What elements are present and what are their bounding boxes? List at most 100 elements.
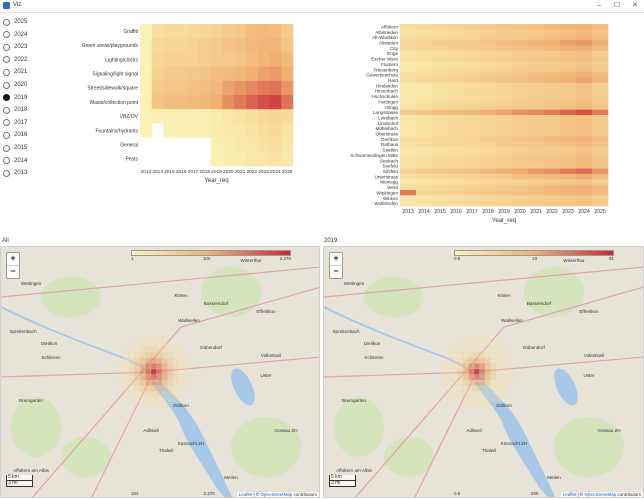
year-option-2023[interactable]: 2023 (3, 41, 27, 53)
y-tick-label: Werd (387, 185, 398, 190)
heatmap-cell (269, 66, 282, 82)
heatmap-cell (544, 109, 561, 116)
year-option-2022[interactable]: 2022 (3, 54, 27, 66)
radio-button[interactable] (3, 119, 10, 127)
heatmap-cell (496, 109, 513, 116)
place-label: Zollikon (173, 403, 189, 408)
radio-button[interactable] (3, 81, 10, 89)
density-cell (479, 379, 486, 386)
year-option-2018[interactable]: 2018 (3, 104, 27, 116)
radio-button[interactable] (3, 43, 10, 51)
heatmap-cell (416, 115, 433, 121)
heatmap-cell (432, 66, 449, 73)
year-option-2016[interactable]: 2016 (3, 129, 27, 141)
heatmap-cell (560, 72, 577, 78)
density-cell (484, 341, 491, 348)
radio-button[interactable] (3, 94, 10, 102)
year-option-2024[interactable]: 2024 (3, 29, 27, 41)
density-cell (128, 396, 135, 403)
year-label: 2013 (14, 170, 28, 177)
heatmap-cell (198, 95, 211, 110)
map-right[interactable]: Winterthur Wettingen Spreitenbach Dietikon S… (323, 246, 644, 498)
heatmap-cell (416, 77, 433, 84)
heatmap-cell (528, 93, 545, 100)
heatmap-cell (544, 77, 561, 84)
density-cell (457, 368, 464, 375)
radio-button[interactable] (3, 157, 10, 165)
density-cell (123, 390, 130, 397)
density-cell (167, 379, 174, 386)
radio-button[interactable] (3, 144, 10, 152)
osm-link[interactable]: OpenStreetMap (260, 492, 293, 497)
map-attribution: Leaflet | © OpenStreetMap contributors (560, 492, 643, 497)
map-canvas[interactable]: Winterthur Wettingen Spreitenbach Dietikon S… (324, 247, 643, 497)
heatmap-cell (544, 115, 561, 121)
zoom-out-button[interactable]: − (10, 266, 16, 276)
heatmap-cell (592, 93, 609, 100)
map-left[interactable]: Winterthur Wettingen Spreitenbach Dietikon S… (0, 246, 320, 498)
x-tick-label: 2020 (223, 169, 234, 175)
heatmap-cell (512, 147, 529, 153)
year-option-2017[interactable]: 2017 (3, 117, 27, 129)
heatmap-cell (400, 157, 417, 164)
heatmap-cell (512, 72, 529, 78)
heatmap-cell (480, 66, 497, 73)
density-cell (473, 357, 480, 364)
maximize-button[interactable]: ☐ (613, 2, 621, 9)
density-cell (457, 352, 464, 359)
year-option-2014[interactable]: 2014 (3, 155, 27, 167)
density-cell (172, 396, 179, 403)
radio-button[interactable] (3, 18, 10, 26)
density-cell (490, 390, 497, 397)
heatmap-cell (464, 168, 481, 175)
year-label: 2021 (14, 69, 28, 76)
heatmap-cell (448, 88, 465, 94)
heatmap-cell (400, 152, 417, 159)
heatmap-cell (544, 179, 561, 185)
heatmap-cell (496, 24, 513, 30)
heatmap-cell (416, 168, 433, 175)
bottom-tick: 0.5 (454, 491, 461, 496)
radio-button[interactable] (3, 68, 10, 76)
heatmap-cell (187, 123, 200, 138)
place-label: Bremgarten (342, 398, 366, 403)
year-option-2020[interactable]: 2020 (3, 79, 27, 91)
heatmap-cell (432, 141, 449, 148)
place-label: Adliswil (466, 428, 481, 433)
heatmap-cell (512, 189, 529, 196)
heatmap-cell (448, 179, 465, 185)
heatmap-cell (175, 52, 188, 67)
heatmap-cell (432, 200, 449, 207)
heatmap-cell (528, 29, 545, 36)
radio-button[interactable] (3, 31, 10, 39)
density-cell (178, 390, 185, 397)
forest-area (384, 437, 434, 477)
density-cell (156, 341, 163, 348)
osm-link[interactable]: OpenStreetMap (584, 492, 617, 497)
heatmap-cell (281, 38, 294, 53)
radio-button[interactable] (3, 56, 10, 64)
minimize-button[interactable]: – (597, 2, 601, 9)
year-option-2025[interactable]: 2025 (3, 16, 27, 28)
radio-button[interactable] (3, 131, 10, 139)
heatmap-cell (432, 163, 449, 169)
road (414, 376, 475, 497)
close-button[interactable]: ✕ (632, 2, 638, 9)
zoom-out-button[interactable]: − (333, 266, 339, 276)
zoom-in-button[interactable]: + (7, 253, 19, 266)
year-option-2015[interactable]: 2015 (3, 142, 27, 154)
leaflet-link[interactable]: Leaflet (238, 492, 253, 497)
year-option-2021[interactable]: 2021 (3, 66, 27, 78)
leaflet-link[interactable]: Leaflet (562, 492, 577, 497)
heatmap-cell (480, 136, 497, 143)
radio-button[interactable] (3, 106, 10, 114)
density-cell (145, 374, 152, 381)
year-option-2019[interactable]: 2019 (3, 92, 27, 104)
radio-button[interactable] (3, 169, 10, 177)
y-tick-label: Hirzenbach (375, 89, 399, 94)
density-cell (468, 396, 475, 403)
heatmap-cell (576, 82, 593, 89)
map-canvas[interactable]: Winterthur Wettingen Spreitenbach Dietikon S… (1, 247, 319, 497)
year-option-2013[interactable]: 2013 (3, 167, 27, 179)
zoom-in-button[interactable]: + (330, 253, 342, 266)
